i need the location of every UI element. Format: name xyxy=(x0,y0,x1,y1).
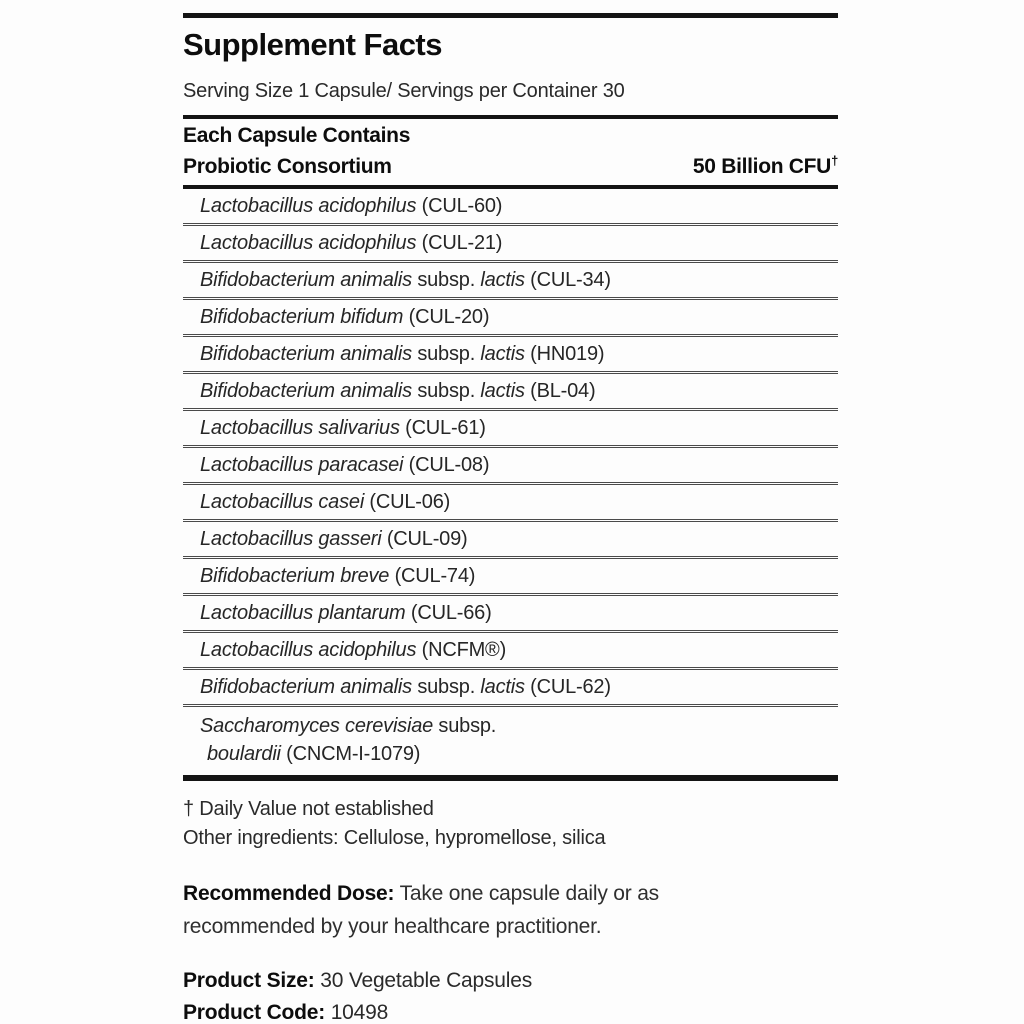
ingredient-row: Bifidobacterium bifidum (CUL-20) xyxy=(183,300,838,337)
consortium-label: Probiotic Consortium xyxy=(183,155,392,178)
top-rule xyxy=(183,13,838,18)
other-ingredients: Other ingredients: Cellulose, hypromello… xyxy=(183,827,606,849)
daily-value-dagger: † xyxy=(831,153,838,168)
ingredient-row: Lactobacillus acidophilus (CUL-60) xyxy=(183,189,838,226)
ingredient-row: Bifidobacterium animalis subsp. lactis (… xyxy=(183,337,838,374)
ingredient-row: Bifidobacterium animalis subsp. lactis (… xyxy=(183,374,838,411)
ingredient-row: Lactobacillus plantarum (CUL-66) xyxy=(183,596,838,633)
daily-value-footnote: † Daily Value not established xyxy=(183,798,434,820)
serving-size-line: Serving Size 1 Capsule/ Servings per Con… xyxy=(183,80,625,102)
page-title: Supplement Facts xyxy=(183,27,443,62)
ingredient-row: Lactobacillus salivarius (CUL-61) xyxy=(183,411,838,448)
ingredient-row: Lactobacillus acidophilus (CUL-21) xyxy=(183,226,838,263)
ingredient-rows: Lactobacillus acidophilus (CUL-60) Lactob… xyxy=(183,189,838,775)
recommended-dose: Recommended Dose: Take one capsule daily… xyxy=(183,877,728,943)
consortium-row: Probiotic Consortium 50 Billion CFU† xyxy=(183,153,838,179)
product-code-line: Product Code: 10498 xyxy=(183,997,838,1024)
product-size-label: Product Size: xyxy=(183,969,315,992)
recommended-dose-text: Take one capsule daily or as recommended… xyxy=(183,882,659,938)
header-rule xyxy=(183,115,838,119)
product-info: Product Size: 30 Vegetable Capsules Prod… xyxy=(183,965,838,1024)
ingredient-row: Saccharomyces cerevisiae subsp. boulardii… xyxy=(200,715,497,765)
table-header: Each Capsule Contains xyxy=(183,124,411,147)
consortium-amount: 50 Billion CFU† xyxy=(692,153,838,178)
product-size-line: Product Size: 30 Vegetable Capsules xyxy=(183,965,838,997)
supplement-facts-panel: Supplement Facts Serving Size 1 Capsule/… xyxy=(183,0,838,1024)
ingredient-row: Lactobacillus gasseri (CUL-09) xyxy=(183,522,838,559)
ingredient-row: Bifidobacterium animalis subsp. lactis (… xyxy=(183,263,838,300)
ingredient-row: Lactobacillus casei (CUL-06) xyxy=(183,485,838,522)
ingredient-row: Lactobacillus paracasei (CUL-08) xyxy=(183,448,838,485)
product-code-value: 10498 xyxy=(330,1001,389,1024)
table-bottom-rule xyxy=(183,775,838,781)
product-size-value: 30 Vegetable Capsules xyxy=(320,969,533,992)
recommended-dose-label: Recommended Dose: xyxy=(183,882,395,905)
ingredient-row: Bifidobacterium animalis subsp. lactis (… xyxy=(183,670,838,707)
ingredient-row: Lactobacillus acidophilus (NCFM®) xyxy=(183,633,838,670)
table-top-rule xyxy=(183,185,838,189)
ingredient-row: Bifidobacterium breve (CUL-74) xyxy=(183,559,838,596)
product-code-label: Product Code: xyxy=(183,1001,326,1024)
